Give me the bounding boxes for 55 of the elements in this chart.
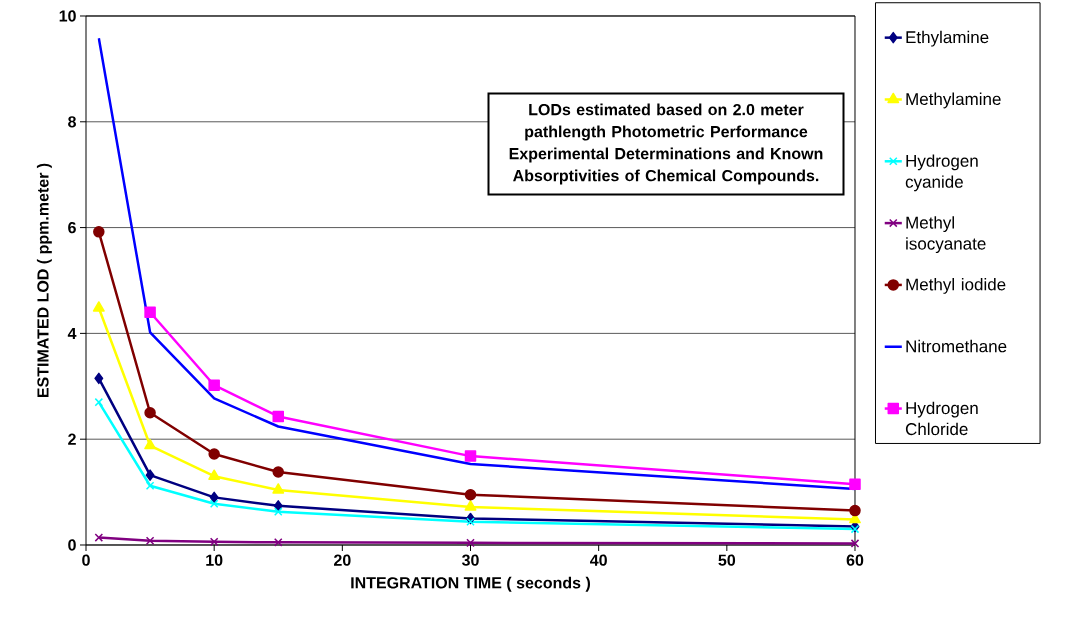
point bbox=[94, 533, 104, 542]
annotation: LODs estimated based on 2.0 meter pathlength Photometric Performance Experimental Determinations and Known Absorptivities of Chemical Compounds. bbox=[509, 103, 823, 185]
y-tick-label: 0 bbox=[68, 539, 76, 551]
x-tick-label: 10 bbox=[206, 554, 223, 566]
point bbox=[208, 469, 221, 480]
legend-label: Nitromethane bbox=[906, 339, 1007, 353]
y-axis-title: ESTIMATED LOD ( ppm.meter ) bbox=[36, 163, 52, 398]
x-tick-label: 60 bbox=[846, 554, 864, 566]
point bbox=[850, 524, 860, 534]
point bbox=[94, 372, 104, 385]
point bbox=[144, 306, 156, 318]
x-tick-label: 0 bbox=[82, 554, 90, 566]
point bbox=[208, 448, 220, 460]
point bbox=[272, 466, 285, 478]
point bbox=[92, 301, 105, 312]
point bbox=[464, 488, 477, 501]
legend-label: Ethylamine bbox=[906, 30, 989, 47]
point bbox=[144, 438, 157, 450]
point bbox=[466, 517, 475, 526]
point bbox=[145, 536, 155, 546]
y-tick-label: 10 bbox=[59, 10, 76, 22]
point bbox=[273, 538, 283, 547]
point bbox=[145, 481, 155, 491]
legend-label: Methylamine bbox=[906, 92, 1001, 109]
point bbox=[272, 410, 285, 423]
point bbox=[272, 483, 285, 494]
legend-label: Hydrogen cyanide bbox=[905, 154, 978, 192]
x-tick-label: 20 bbox=[333, 554, 351, 566]
point bbox=[94, 397, 104, 407]
x-tick-label: 30 bbox=[461, 554, 479, 566]
point bbox=[466, 538, 475, 548]
legend-label: Methyl isocyanate bbox=[906, 216, 986, 254]
point bbox=[464, 500, 477, 511]
point bbox=[209, 491, 219, 504]
y-tick-label: 4 bbox=[67, 327, 77, 339]
y-tick-label: 8 bbox=[68, 116, 76, 128]
y-tick-label: 6 bbox=[68, 221, 76, 234]
x-axis-title: INTEGRATION TIME ( seconds ) bbox=[351, 576, 591, 592]
point bbox=[209, 537, 219, 547]
point bbox=[464, 450, 477, 462]
point bbox=[208, 379, 220, 391]
point bbox=[849, 504, 861, 517]
legend-label: Hydrogen Chloride bbox=[905, 401, 978, 436]
point bbox=[145, 469, 155, 481]
x-tick-label: 50 bbox=[718, 554, 736, 566]
y-tick-label: 2 bbox=[68, 433, 76, 445]
point bbox=[209, 499, 219, 509]
point bbox=[273, 500, 283, 512]
x-tick-label: 40 bbox=[590, 554, 607, 566]
legend-label: Methyl iodide bbox=[906, 278, 1006, 294]
point bbox=[850, 539, 860, 548]
point bbox=[144, 406, 156, 419]
point bbox=[849, 478, 861, 490]
point bbox=[273, 507, 283, 516]
point bbox=[93, 226, 105, 238]
